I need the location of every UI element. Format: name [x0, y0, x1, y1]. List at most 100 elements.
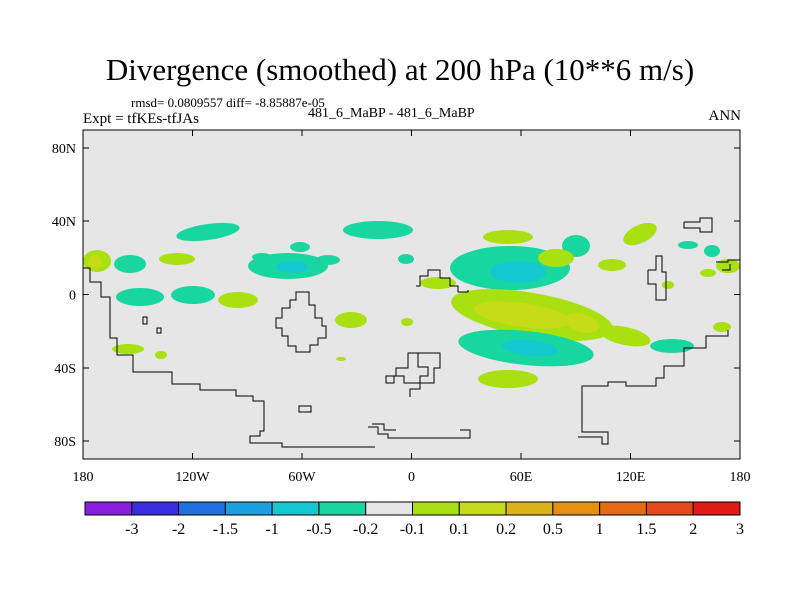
positive-anomaly-patch	[112, 344, 144, 354]
positive-anomaly-patch	[713, 322, 731, 332]
colorbar-label: -0.5	[306, 521, 331, 538]
positive-anomaly-patch	[478, 370, 538, 388]
coastline	[722, 264, 731, 271]
colorbar-label: 0.1	[449, 521, 469, 538]
colorbar-label: -0.1	[400, 521, 425, 538]
positive-anomaly-patch	[700, 269, 716, 277]
x-tick-label: 0	[408, 470, 415, 485]
positive-anomaly-patch	[316, 255, 340, 265]
positive-anomaly-patch	[114, 255, 146, 273]
positive-anomaly-patch	[116, 288, 164, 306]
colorbar-label: 3	[736, 521, 744, 538]
x-tick-label: 60E	[510, 470, 533, 485]
coastline	[716, 259, 740, 263]
colorbar-swatch	[458, 501, 507, 516]
positive-anomaly-patch	[290, 242, 310, 252]
island	[142, 316, 148, 325]
coastline	[416, 269, 469, 293]
colorbar-swatch	[645, 501, 694, 516]
positive-anomaly-patch	[335, 312, 367, 328]
positive-anomaly-patch	[490, 261, 546, 283]
colorbar-swatch	[318, 501, 367, 516]
colorbar-label: -0.2	[353, 521, 378, 538]
positive-anomaly-patch	[336, 357, 346, 361]
case-label: 481_6_MaBP - 481_6_MaBP	[308, 106, 475, 121]
positive-anomaly-patch	[562, 235, 590, 257]
season-label: ANN	[708, 108, 742, 124]
colorbar-label: 0.5	[543, 521, 563, 538]
colorbar-swatch	[692, 501, 741, 516]
x-tick-label: 60W	[288, 470, 316, 485]
colorbar-label: 2	[689, 521, 697, 538]
map-title: Divergence (smoothed) at 200 hPa (10**6 …	[105, 52, 695, 87]
island	[298, 405, 312, 413]
y-tick-label: 0	[69, 289, 76, 304]
colorbar-swatch	[84, 501, 133, 516]
colorbar-label: 1	[596, 521, 604, 538]
positive-anomaly-patch	[176, 222, 240, 242]
colorbar-swatch	[365, 501, 414, 516]
experiment-label: Expt = tfKEs-tfJAs	[83, 111, 199, 127]
x-tick-label: 120W	[175, 470, 210, 485]
colorbar-swatch	[599, 501, 647, 516]
positive-anomaly-patch	[474, 301, 570, 329]
colorbar-swatch	[271, 501, 320, 516]
coastline	[578, 330, 729, 445]
coastline	[83, 267, 375, 448]
positive-anomaly-patch	[662, 281, 674, 289]
colorbar-swatch	[178, 501, 226, 516]
positive-anomaly-patch	[564, 313, 600, 333]
coastline	[408, 352, 441, 397]
positive-anomaly-patch	[276, 261, 308, 273]
colorbar-label: -2	[172, 521, 185, 538]
positive-anomaly-patch	[401, 318, 413, 326]
positive-anomaly-patch	[650, 339, 694, 353]
positive-anomaly-patch	[483, 230, 533, 244]
x-tick-label: 180	[73, 470, 94, 485]
positive-anomaly-patch	[343, 221, 413, 239]
positive-anomaly-patch	[88, 255, 102, 269]
colorbar-label: 0.2	[496, 521, 516, 538]
positive-anomaly-patch	[598, 259, 626, 271]
colorbar-labels: -3 -2 -1.5 -1 -0.5 -0.2 -0.1 0.1 0.2 0.5 1 1.5 2 3	[125, 521, 744, 538]
positive-anomaly-patch	[398, 254, 414, 264]
x-tick-label: 120E	[616, 470, 646, 485]
positive-anomaly-patch	[623, 222, 657, 246]
coastlines	[83, 217, 740, 448]
positive-anomaly-patch	[678, 241, 698, 249]
positive-anomaly-patch	[218, 292, 258, 308]
colorbar-swatch	[505, 501, 554, 516]
coastline	[385, 352, 429, 384]
colorbar-swatch	[224, 501, 273, 516]
colorbar-swatch	[552, 501, 601, 516]
colorbar	[84, 501, 741, 516]
positive-anomaly-patch	[171, 286, 215, 304]
y-tick-label: 40N	[52, 215, 76, 230]
positive-anomaly-patch	[159, 253, 195, 265]
y-tick-label: 80S	[54, 435, 76, 450]
axis-labels: 180 120W 60W 0 60E 120E 180 80N 40N 0 40…	[52, 142, 751, 485]
positive-anomaly-patch	[420, 277, 456, 289]
positive-anomaly-patch	[155, 351, 167, 359]
positive-anomaly-patch	[704, 245, 720, 257]
coastline	[372, 423, 396, 431]
positive-anomaly-patch	[599, 325, 651, 347]
y-tick-label: 80N	[52, 142, 76, 157]
colorbar-label: 1.5	[636, 521, 656, 538]
positive-anomaly-patch	[502, 339, 558, 357]
coastline	[275, 291, 327, 353]
colorbar-label: -1.5	[213, 521, 238, 538]
colorbar-swatch	[412, 501, 460, 516]
y-tick-label: 40S	[54, 362, 76, 377]
tick-marks	[82, 130, 741, 459]
coastline	[683, 217, 713, 233]
coastline	[647, 255, 667, 301]
island	[156, 327, 162, 334]
colorbar-label: -3	[125, 521, 138, 538]
coastline	[368, 426, 471, 439]
contour-fill	[83, 221, 740, 388]
x-tick-label: 180	[730, 470, 751, 485]
positive-anomaly-patch	[252, 253, 272, 261]
rmsd-stats: rmsd= 0.0809557 diff= -8.85887e-05	[131, 95, 325, 110]
